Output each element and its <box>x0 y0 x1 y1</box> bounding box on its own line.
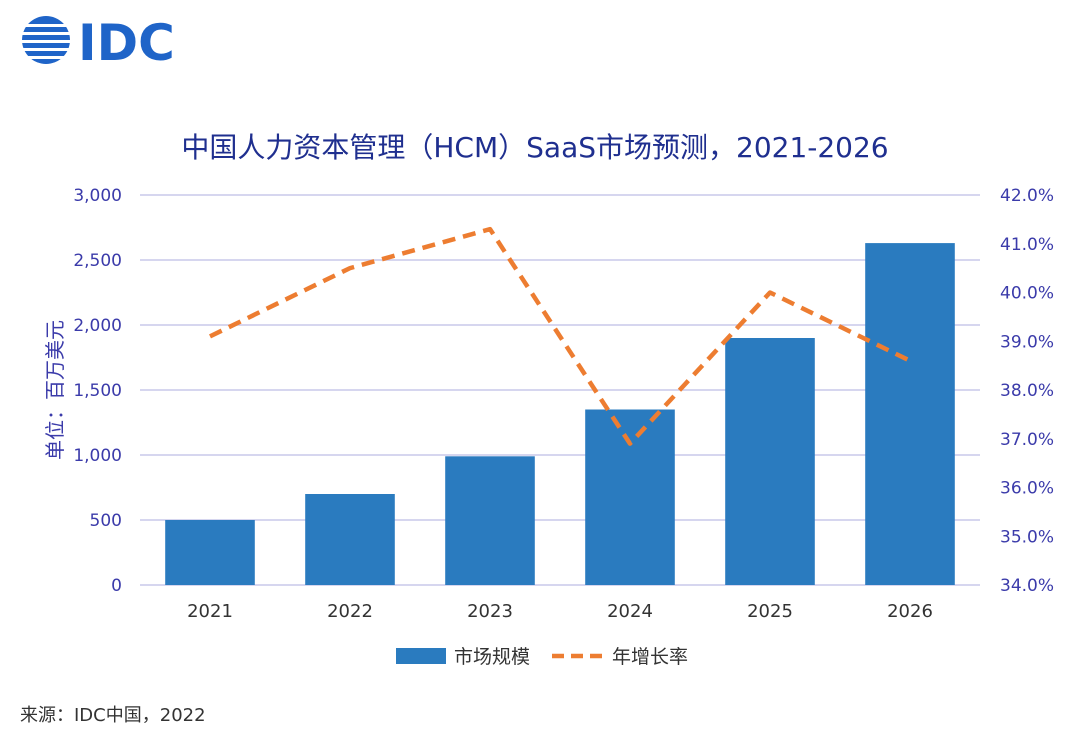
right-tick-label: 36.0% <box>1000 479 1054 499</box>
legend-bar-swatch <box>396 648 446 664</box>
legend-line-label: 年增长率 <box>612 646 688 668</box>
right-tick-label: 42.0% <box>1000 186 1054 206</box>
left-tick-label: 3,000 <box>73 186 122 206</box>
left-tick-label: 1,500 <box>73 381 122 401</box>
right-tick-label: 41.0% <box>1000 235 1054 255</box>
bar <box>445 456 535 585</box>
legend: 市场规模 年增长率 <box>396 646 688 668</box>
left-tick-label: 1,000 <box>73 446 122 466</box>
x-tick-label: 2021 <box>187 601 233 622</box>
right-axis-ticks: 34.0% 35.0% 36.0% 37.0% 38.0% 39.0% 40.0% 41.0%… <box>1000 186 1054 596</box>
bar <box>585 410 675 586</box>
right-tick-label: 39.0% <box>1000 332 1054 352</box>
bar <box>305 494 395 585</box>
source-note: 来源：IDC中国，2022 <box>20 701 206 727</box>
left-tick-label: 0 <box>111 576 122 596</box>
bar <box>865 243 955 585</box>
legend-bar-label: 市场规模 <box>454 646 530 668</box>
left-axis-ticks: 0 500 1,000 1,500 2,000 2,500 3,000 <box>73 186 122 596</box>
left-tick-label: 500 <box>90 511 122 531</box>
grid-lines <box>140 195 980 585</box>
left-tick-label: 2,000 <box>73 316 122 336</box>
chart-title: 中国人力资本管理（HCM）SaaS市场预测，2021-2026 <box>181 131 888 164</box>
x-axis-ticks: 2021 2022 2023 2024 2025 2026 <box>187 601 933 622</box>
right-tick-label: 38.0% <box>1000 381 1054 401</box>
left-tick-label: 2,500 <box>73 251 122 271</box>
y-axis-label: 单位：百万美元 <box>43 320 67 460</box>
right-tick-label: 34.0% <box>1000 576 1054 596</box>
x-tick-label: 2026 <box>887 601 933 622</box>
bars <box>165 243 955 585</box>
x-tick-label: 2024 <box>607 601 653 622</box>
right-tick-label: 37.0% <box>1000 430 1054 450</box>
right-tick-label: 40.0% <box>1000 284 1054 304</box>
x-tick-label: 2025 <box>747 601 793 622</box>
x-tick-label: 2022 <box>327 601 373 622</box>
bar <box>725 338 815 585</box>
x-tick-label: 2023 <box>467 601 513 622</box>
right-tick-label: 35.0% <box>1000 527 1054 547</box>
bar <box>165 520 255 585</box>
